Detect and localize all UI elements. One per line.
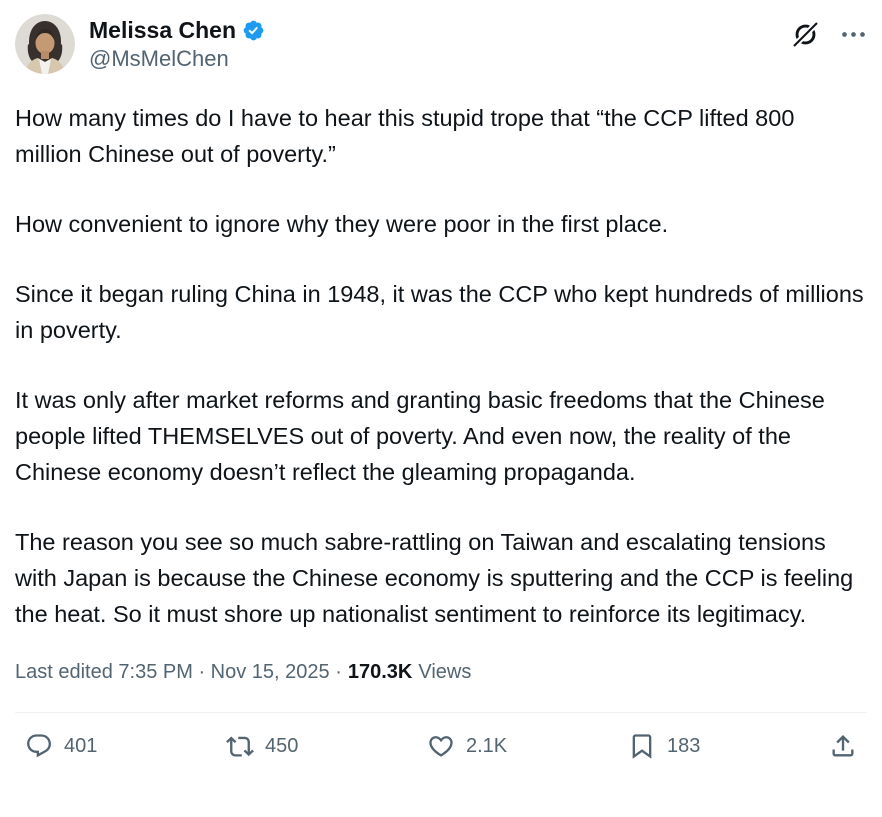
repost-group: 450	[226, 732, 427, 760]
like-group: 2.1K	[427, 732, 628, 760]
repost-icon	[226, 736, 254, 757]
repost-count: 450	[265, 735, 299, 757]
display-name[interactable]: Melissa Chen	[89, 17, 236, 43]
tweet-meta: Last edited 7:35 PM · Nov 15, 2025 · 170…	[15, 659, 867, 686]
reply-group: 401	[25, 732, 226, 760]
tweet-paragraph: How convenient to ignore why they were p…	[15, 211, 669, 237]
like-button[interactable]: 2.1K	[427, 732, 507, 760]
bookmark-button[interactable]: 183	[628, 732, 700, 760]
verified-badge-icon	[242, 19, 265, 42]
bookmark-group: 183	[628, 732, 829, 760]
share-icon	[832, 735, 854, 757]
repost-button[interactable]: 450	[226, 732, 298, 760]
more-button[interactable]	[840, 21, 867, 48]
tweet-paragraph: How many times do I have to hear this st…	[15, 105, 795, 167]
share-button[interactable]	[829, 732, 857, 760]
tweet-paragraph: It was only after market reforms and gra…	[15, 387, 825, 485]
tweet-header: Melissa Chen @MsMelChen	[15, 14, 867, 74]
avatar-image	[15, 14, 75, 74]
user-handle[interactable]: @MsMelChen	[89, 46, 229, 71]
header-actions	[791, 14, 867, 49]
bookmark-count: 183	[667, 735, 701, 757]
tweet-text: How many times do I have to hear this st…	[15, 100, 867, 632]
share-group	[829, 732, 857, 760]
views-label: Views	[418, 661, 472, 683]
views-count: 170.3K	[347, 661, 413, 683]
like-heart-icon	[429, 736, 453, 757]
grok-actions-button[interactable]	[791, 20, 820, 49]
grok-slashed-circle-icon	[791, 20, 820, 49]
user-names: Melissa Chen @MsMelChen	[89, 14, 265, 72]
reply-button[interactable]: 401	[25, 732, 97, 760]
tweet-paragraph: The reason you see so much sabre-rattlin…	[15, 529, 854, 627]
tweet-paragraph: Since it began ruling China in 1948, it …	[15, 281, 864, 343]
avatar[interactable]	[15, 14, 75, 74]
reply-count: 401	[64, 735, 98, 757]
edited-timestamp: Last edited 7:35 PM · Nov 15, 2025 ·	[15, 661, 342, 683]
action-bar: 401 450 2.1K 183	[15, 713, 867, 779]
like-count: 2.1K	[466, 735, 508, 757]
reply-icon	[27, 734, 51, 758]
more-dots-icon	[842, 32, 865, 37]
divider	[15, 712, 867, 713]
bookmark-icon	[632, 734, 652, 759]
